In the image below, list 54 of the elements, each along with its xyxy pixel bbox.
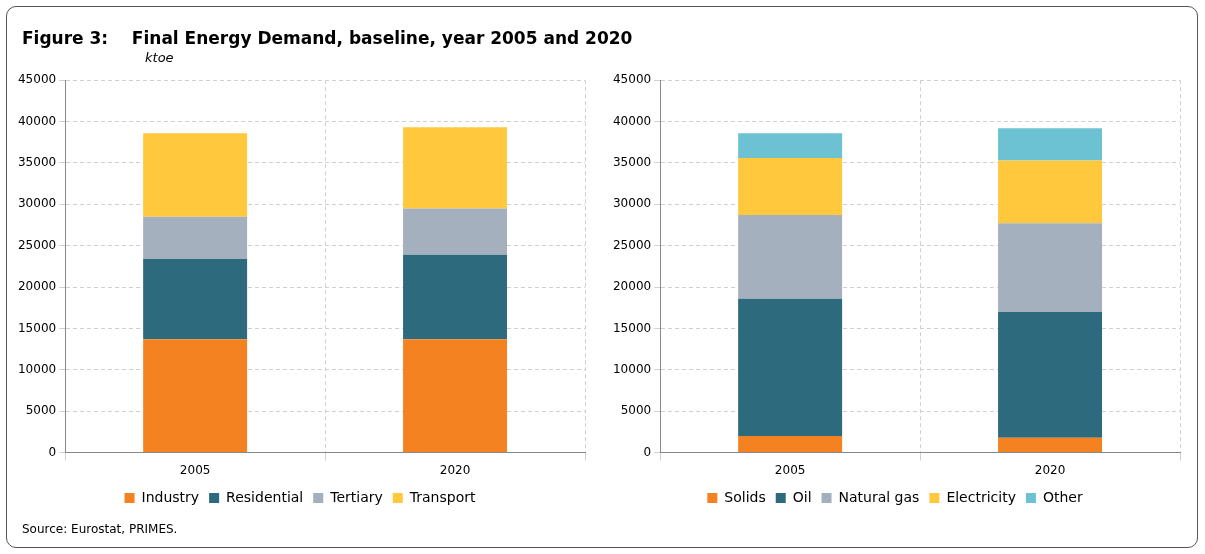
bar xyxy=(403,254,508,340)
bar xyxy=(998,128,1103,161)
legend-label: Natural gas xyxy=(838,488,920,505)
bar xyxy=(738,157,843,216)
y-tick-label: 40000 xyxy=(612,113,652,128)
chart-subtitle: ktoe xyxy=(145,50,174,65)
legend-label: Residential xyxy=(226,488,304,505)
source-note: Source: Eurostat, PRIMES. xyxy=(22,522,178,536)
y-tick-label: 25000 xyxy=(17,237,57,252)
chart-title: Figure 3: Final Energy Demand, baseline, year 2005 and 2020 xyxy=(22,28,633,48)
y-tick-label: 45000 xyxy=(612,72,652,87)
bar xyxy=(738,133,843,158)
y-tick-label: 15000 xyxy=(17,320,57,335)
legend-label: Tertiary xyxy=(329,488,383,505)
bar xyxy=(738,436,843,453)
bar xyxy=(738,215,843,299)
bar xyxy=(738,298,843,437)
legend-label: Transport xyxy=(408,488,476,505)
bar xyxy=(143,339,248,453)
y-tick-label: 30000 xyxy=(17,196,57,211)
legend-label: Electricity xyxy=(946,488,1016,505)
legend-label: Other xyxy=(1042,488,1083,505)
bar xyxy=(143,216,248,259)
bar xyxy=(998,437,1103,453)
y-tick-label: 5000 xyxy=(620,403,652,418)
bar xyxy=(998,223,1103,312)
y-tick-label: 0 xyxy=(643,444,652,459)
y-tick-label: 30000 xyxy=(612,196,652,211)
x-tick-label: 2020 xyxy=(1034,462,1066,477)
y-tick-label: 15000 xyxy=(612,320,652,335)
legend-label: Industry xyxy=(141,488,200,505)
bar xyxy=(143,133,248,217)
y-tick-label: 10000 xyxy=(17,361,57,376)
y-tick-label: 20000 xyxy=(612,279,652,294)
x-tick-label: 2005 xyxy=(179,462,211,477)
legend-label: Solids xyxy=(724,488,766,505)
bar xyxy=(998,160,1103,224)
x-tick-label: 2020 xyxy=(439,462,471,477)
bar xyxy=(998,311,1103,438)
bar xyxy=(143,258,248,340)
y-tick-label: 10000 xyxy=(612,361,652,376)
y-tick-label: 5000 xyxy=(25,403,57,418)
bar xyxy=(403,208,508,255)
y-tick-label: 45000 xyxy=(17,72,57,87)
y-tick-label: 40000 xyxy=(17,113,57,128)
bar xyxy=(403,127,508,209)
y-tick-label: 20000 xyxy=(17,279,57,294)
y-tick-label: 0 xyxy=(48,444,57,459)
bar xyxy=(403,339,508,453)
legend-label: Oil xyxy=(792,488,812,505)
y-tick-label: 35000 xyxy=(17,155,57,170)
y-tick-label: 35000 xyxy=(612,155,652,170)
x-tick-label: 2005 xyxy=(774,462,806,477)
y-tick-label: 25000 xyxy=(612,237,652,252)
